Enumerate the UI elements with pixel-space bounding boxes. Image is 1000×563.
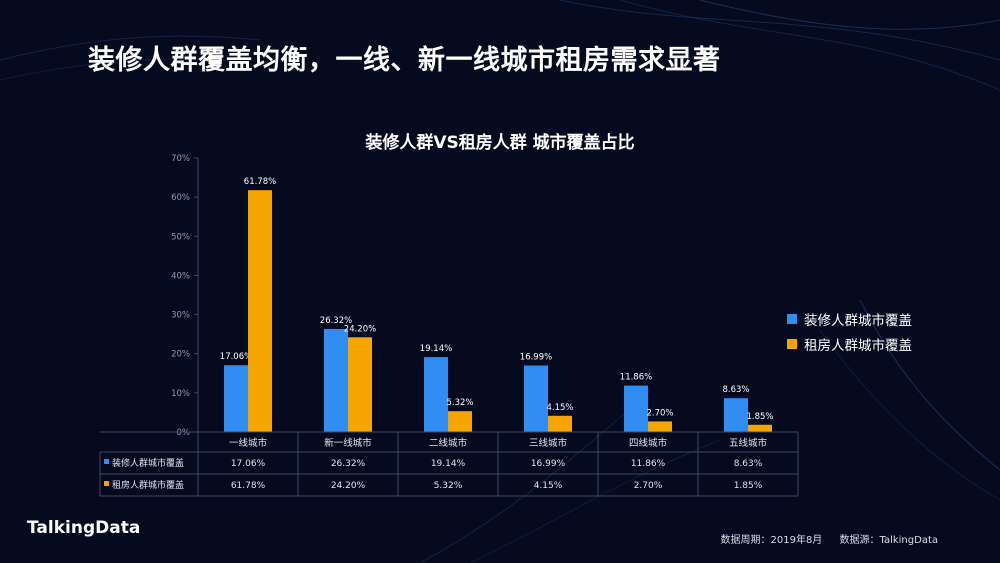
y-tick-label: 20%: [171, 350, 190, 360]
bar-renovation: [424, 357, 448, 432]
table-cell: 8.63%: [734, 459, 763, 469]
bar-label-renovation: 16.99%: [520, 352, 552, 362]
table-cell: 1.85%: [734, 481, 763, 491]
bar-label-rental: 2.70%: [646, 408, 673, 418]
legend-label-renovation: 装修人群城市覆盖: [804, 312, 912, 329]
x-category-label: 五线城市: [729, 437, 768, 449]
chart-legend: 装修人群城市覆盖 租房人群城市覆盖: [787, 306, 912, 356]
chart-title: 装修人群VS租房人群 城市覆盖占比: [365, 133, 635, 153]
bar-label-rental: 24.20%: [344, 324, 376, 334]
bar-rental: [648, 421, 672, 432]
bar-rental: [448, 411, 472, 432]
table-cell: 2.70%: [634, 481, 663, 491]
bar-label-renovation: 8.63%: [722, 385, 749, 395]
bar-rental: [548, 415, 572, 432]
y-tick-label: 60%: [171, 193, 190, 203]
table-row-header: 租房人群城市覆盖: [112, 479, 184, 491]
bar-label-rental: 4.15%: [546, 403, 573, 413]
bar-rental: [348, 337, 372, 432]
legend-label-rental: 租房人群城市覆盖: [804, 337, 912, 354]
y-tick-label: 10%: [171, 389, 190, 399]
bar-rental: [748, 424, 772, 432]
y-tick-label: 0%: [177, 428, 191, 438]
table-swatch-blue: [104, 459, 109, 464]
x-category-label: 新一线城市: [324, 437, 372, 449]
x-category-label: 二线城市: [429, 437, 468, 449]
legend-swatch-blue: [787, 313, 797, 324]
y-tick-label: 70%: [171, 154, 190, 164]
bar-label-rental: 5.32%: [446, 398, 473, 408]
legend-item-rental: 租房人群城市覆盖: [787, 331, 912, 356]
table-row-header: 装修人群城市覆盖: [112, 457, 184, 469]
table-cell: 24.20%: [331, 481, 366, 491]
table-cell: 4.15%: [534, 481, 563, 491]
table-cell: 26.32%: [331, 459, 366, 469]
y-tick-label: 50%: [171, 232, 190, 242]
bar-label-renovation: 26.32%: [320, 316, 352, 326]
legend-item-renovation: 装修人群城市覆盖: [787, 306, 912, 331]
bar-label-renovation: 17.06%: [220, 352, 252, 362]
bar-label-rental: 1.85%: [746, 412, 773, 422]
x-category-label: 一线城市: [229, 437, 268, 449]
bar-label-rental: 61.78%: [244, 177, 276, 187]
bar-label-renovation: 11.86%: [620, 373, 652, 383]
footer: 数据周期：2019年8月 数据源：TalkingData: [707, 531, 939, 546]
talkingdata-logo: TalkingData: [27, 518, 141, 538]
footer-period: 数据周期：2019年8月: [720, 535, 823, 546]
table-cell: 17.06%: [231, 459, 266, 469]
bar-renovation: [224, 365, 248, 432]
table-cell: 11.86%: [631, 459, 666, 469]
y-tick-label: 30%: [171, 311, 190, 321]
bar-renovation: [524, 365, 548, 432]
table-swatch-orange: [104, 481, 109, 486]
table-cell: 5.32%: [434, 481, 463, 491]
bar-renovation: [724, 398, 748, 432]
bar-renovation: [324, 328, 348, 432]
bar-label-renovation: 19.14%: [420, 344, 452, 354]
x-category-label: 四线城市: [629, 437, 668, 449]
x-category-label: 三线城市: [529, 437, 568, 449]
bar-rental: [248, 190, 272, 432]
table-cell: 61.78%: [231, 481, 266, 491]
y-tick-label: 40%: [171, 271, 190, 281]
legend-swatch-orange: [787, 338, 797, 349]
footer-source: 数据源：TalkingData: [839, 535, 939, 546]
slide-title: 装修人群覆盖均衡，一线、新一线城市租房需求显著: [88, 45, 721, 76]
table-cell: 19.14%: [431, 459, 466, 469]
bar-renovation: [624, 385, 648, 432]
table-cell: 16.99%: [531, 459, 566, 469]
